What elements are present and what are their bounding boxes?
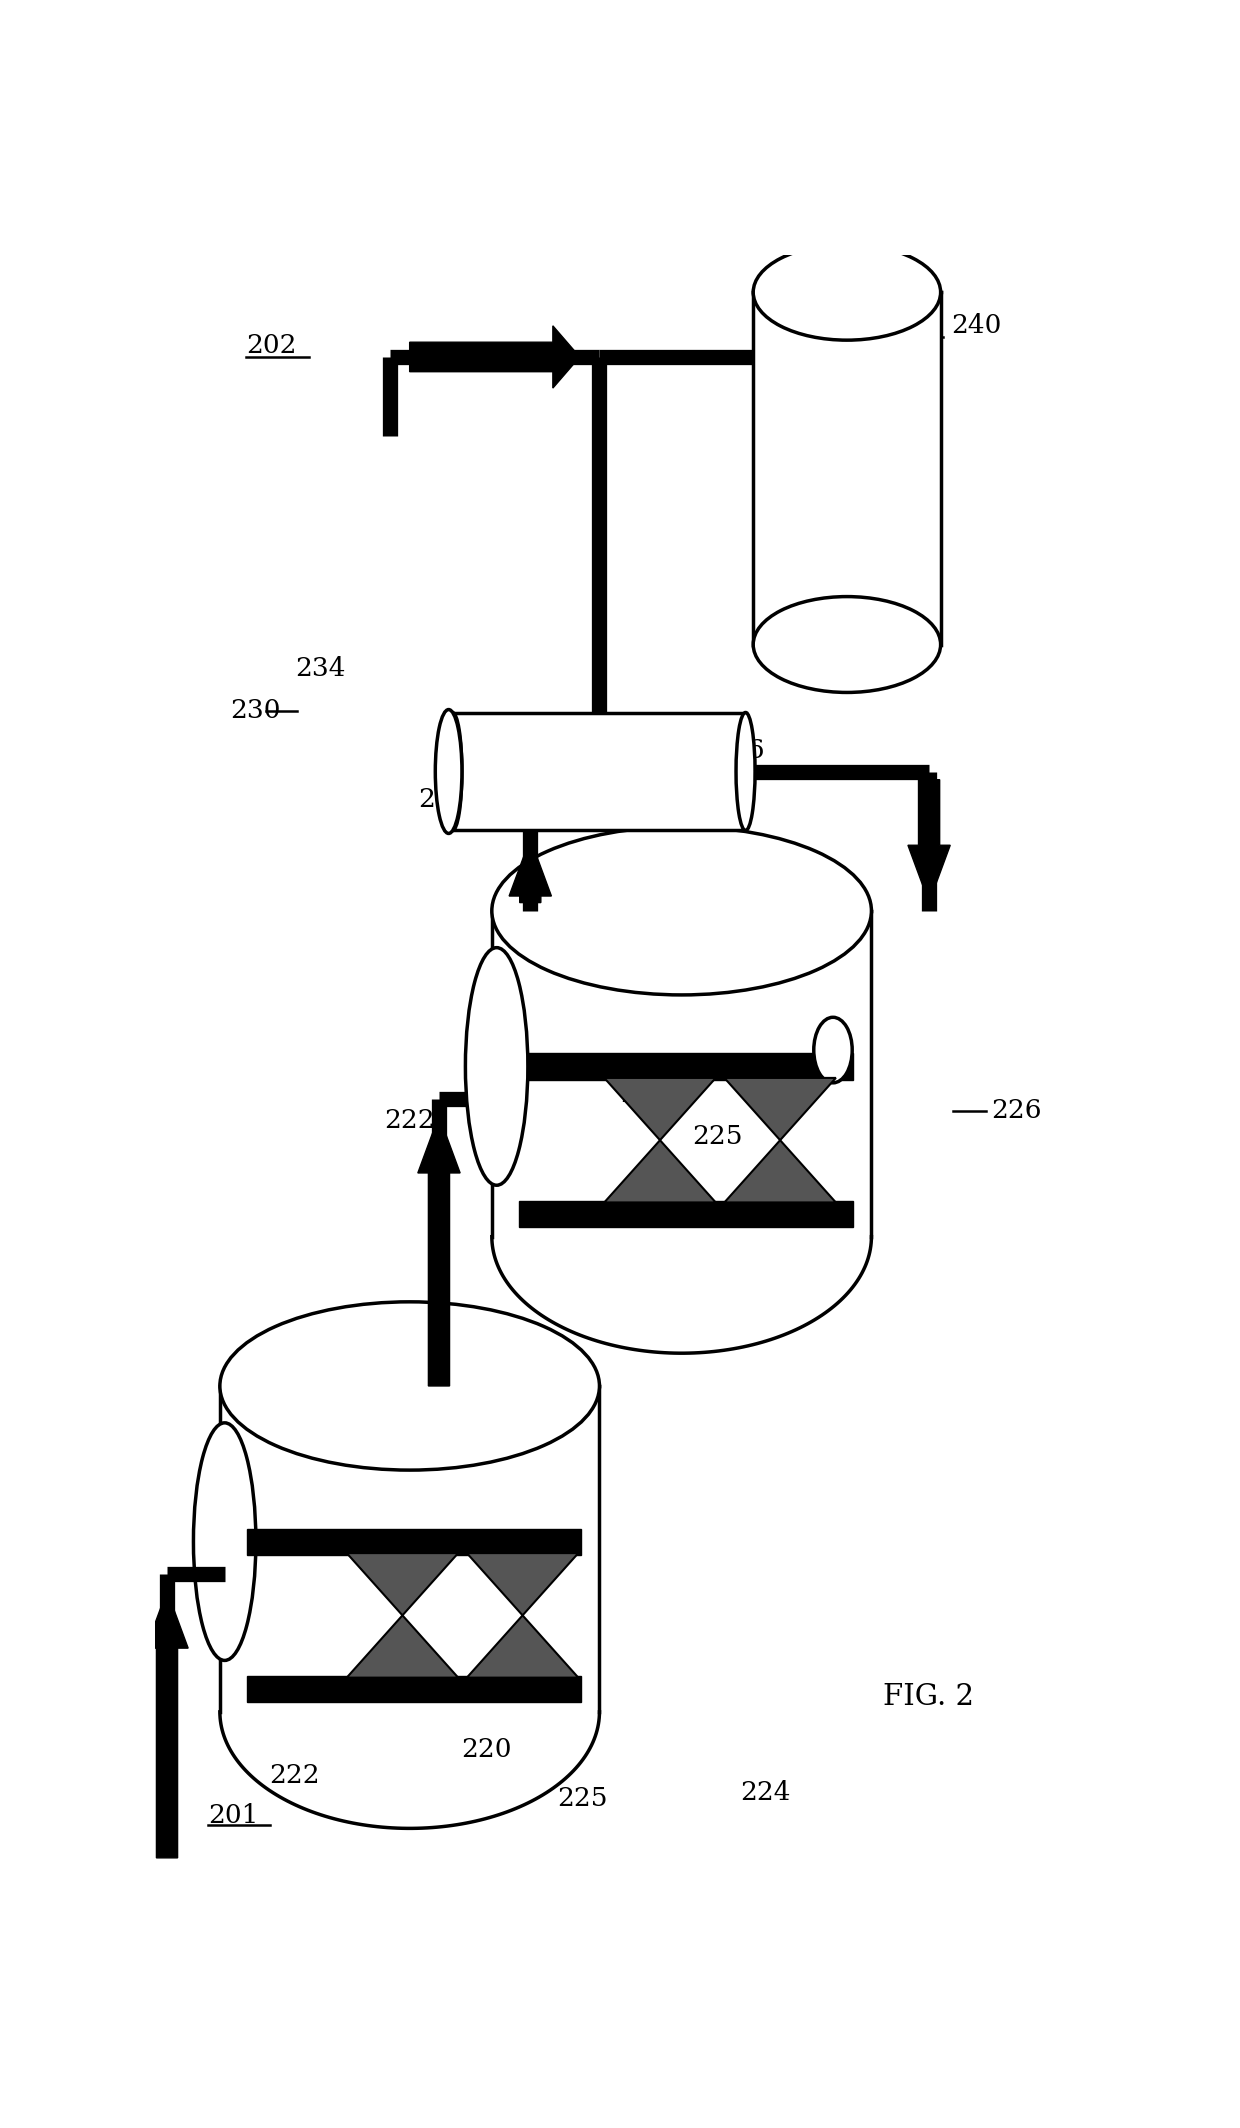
Text: 202: 202: [247, 332, 296, 358]
FancyArrow shape: [146, 1592, 188, 1858]
FancyArrow shape: [510, 838, 552, 902]
Bar: [520, 1053, 853, 1079]
FancyArrow shape: [409, 326, 580, 387]
Text: 222: 222: [384, 1109, 435, 1132]
Polygon shape: [724, 1079, 836, 1141]
Polygon shape: [604, 1141, 715, 1202]
Text: 232: 232: [418, 787, 469, 813]
Text: 236: 236: [714, 738, 765, 762]
Text: 225: 225: [558, 1785, 608, 1811]
Polygon shape: [347, 1615, 459, 1677]
FancyArrow shape: [908, 779, 950, 902]
Text: 222: 222: [269, 1764, 320, 1788]
Ellipse shape: [465, 947, 528, 1185]
Text: 210: 210: [538, 1053, 589, 1079]
Bar: [753, 292, 941, 645]
Ellipse shape: [753, 245, 941, 340]
Text: 240: 240: [951, 313, 1001, 338]
Text: FIG. 2: FIG. 2: [883, 1683, 975, 1711]
Ellipse shape: [435, 709, 463, 834]
Ellipse shape: [813, 1017, 852, 1083]
Text: 226: 226: [991, 1098, 1042, 1124]
Polygon shape: [466, 1615, 578, 1677]
FancyArrow shape: [418, 1115, 460, 1385]
Polygon shape: [347, 1553, 459, 1615]
Text: 234: 234: [295, 655, 346, 681]
Ellipse shape: [737, 713, 755, 830]
Text: 220: 220: [620, 1081, 671, 1107]
Text: 224: 224: [740, 1779, 790, 1805]
Text: 201: 201: [208, 1802, 258, 1828]
Text: 225: 225: [692, 1124, 743, 1149]
Ellipse shape: [443, 713, 463, 830]
Bar: [248, 1528, 582, 1556]
Text: 230: 230: [229, 698, 280, 724]
Ellipse shape: [753, 596, 941, 692]
Ellipse shape: [219, 1302, 599, 1470]
Polygon shape: [492, 911, 872, 1353]
Polygon shape: [724, 1141, 836, 1202]
Ellipse shape: [193, 1424, 255, 1660]
Text: 224: 224: [543, 924, 594, 947]
Polygon shape: [466, 1553, 578, 1615]
Polygon shape: [219, 1385, 599, 1828]
Bar: [520, 1200, 853, 1228]
Ellipse shape: [492, 826, 872, 996]
Polygon shape: [604, 1079, 715, 1141]
Text: 220: 220: [461, 1736, 512, 1762]
Bar: [248, 1677, 582, 1702]
Bar: [453, 713, 745, 830]
